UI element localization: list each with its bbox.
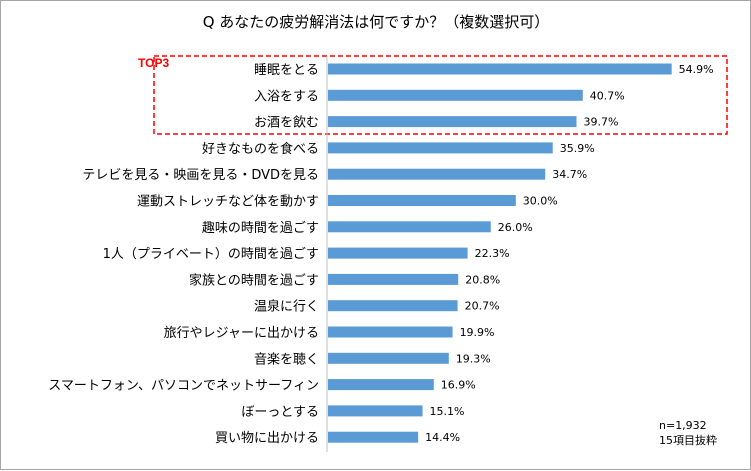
bar <box>328 89 583 101</box>
category-label: 運動ストレッチなど体を動かす <box>137 195 319 210</box>
category-label: 温泉に行く <box>254 299 319 315</box>
bar <box>328 273 459 285</box>
bar-value-label: 20.8% <box>465 273 500 286</box>
bar <box>328 379 434 391</box>
category-label: 睡眠をとる <box>254 63 319 78</box>
bar <box>328 405 423 417</box>
bar-value-label: 20.7% <box>465 300 500 313</box>
bar-rows: 睡眠をとる 54.9% 入浴をする 40.7% お酒を飲む 39.7% 好きなものを食べる 3… <box>48 56 714 452</box>
category-label: ぼーっとする <box>241 405 319 420</box>
bar <box>328 352 449 364</box>
bar <box>328 431 419 443</box>
bar-value-label: 19.9% <box>460 326 495 339</box>
bar-value-label: 34.7% <box>552 168 587 181</box>
bar <box>328 63 672 75</box>
category-label: テレビを見る・映画を見る・DVDを見る <box>82 168 319 183</box>
category-label: 1人（プライベート）の時間を過ごす <box>103 246 319 262</box>
category-label: お酒を飲む <box>254 115 319 131</box>
bar-value-label: 26.0% <box>498 221 533 234</box>
bar-value-label: 14.4% <box>425 431 460 444</box>
bar <box>328 168 546 180</box>
bar-value-label: 54.9% <box>679 63 714 76</box>
category-label: 買い物に出かける <box>215 431 319 446</box>
bar <box>328 116 577 128</box>
bar-value-label: 19.3% <box>456 352 491 365</box>
bar <box>328 142 553 154</box>
category-label: 音楽を聴く <box>254 351 319 367</box>
top3-label: TOP3 <box>138 56 169 70</box>
bar <box>328 195 516 206</box>
bar <box>328 326 453 338</box>
bar-value-label: 30.0% <box>523 195 558 208</box>
bar-value-label: 22.3% <box>475 247 510 260</box>
bar <box>328 300 458 312</box>
category-label: 趣味の時間を過ごす <box>202 220 319 236</box>
category-label: スマートフォン、パソコンでネットサーフィン <box>48 379 319 394</box>
bar-value-label: 39.7% <box>584 116 619 129</box>
category-label: 入浴をする <box>254 89 319 104</box>
category-label: 好きなものを食べる <box>202 141 319 157</box>
bar-value-label: 35.9% <box>560 142 595 155</box>
top3-highlight-box <box>153 55 728 135</box>
bar <box>328 221 491 233</box>
excerpt-note: 15項目抜粋 <box>659 433 717 447</box>
bar-value-label: 16.9% <box>441 379 476 392</box>
category-label: 家族との時間を過ごす <box>189 272 319 288</box>
bar <box>328 247 468 259</box>
bar-value-label: 40.7% <box>590 89 625 102</box>
bar-value-label: 15.1% <box>430 405 465 418</box>
category-label: 旅行やレジャーに出かける <box>164 326 319 341</box>
chart-title: Q あなたの疲労解消法は何ですか？（複数選択可） <box>203 13 550 31</box>
sample-size-note: n=1,932 <box>659 419 707 432</box>
